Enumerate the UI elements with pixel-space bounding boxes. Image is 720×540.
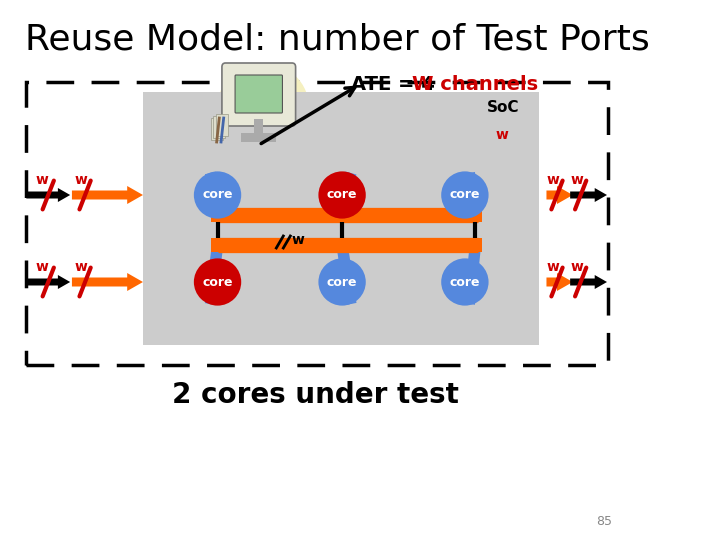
Text: W channels: W channels (413, 76, 539, 94)
Polygon shape (546, 186, 573, 204)
Text: core: core (327, 188, 357, 201)
Polygon shape (336, 172, 356, 217)
Polygon shape (570, 275, 607, 289)
Bar (336, 238, 348, 252)
Ellipse shape (217, 63, 309, 153)
Text: core: core (202, 188, 233, 201)
Bar (212, 208, 224, 222)
Bar (241, 133, 276, 142)
Polygon shape (205, 244, 223, 305)
Ellipse shape (194, 258, 241, 306)
Polygon shape (336, 244, 356, 305)
Polygon shape (27, 275, 70, 289)
Polygon shape (72, 186, 143, 204)
Polygon shape (72, 273, 143, 291)
Ellipse shape (441, 258, 489, 306)
Polygon shape (464, 172, 481, 216)
FancyBboxPatch shape (222, 63, 296, 126)
Text: w: w (495, 128, 508, 142)
Ellipse shape (194, 171, 241, 219)
Text: w: w (36, 260, 48, 274)
Ellipse shape (318, 171, 366, 219)
Bar (336, 208, 348, 222)
Text: SoC: SoC (487, 100, 519, 115)
Text: core: core (450, 275, 480, 288)
Bar (143, 92, 539, 345)
Text: 85: 85 (596, 515, 612, 528)
Polygon shape (27, 188, 70, 202)
Polygon shape (205, 172, 223, 216)
Bar (469, 238, 482, 252)
Text: w: w (546, 173, 559, 187)
Text: ATE = 4: ATE = 4 (351, 76, 435, 94)
Bar (210, 118, 222, 140)
Text: 2 cores under test: 2 cores under test (172, 381, 459, 409)
Bar (213, 116, 225, 138)
Text: core: core (450, 188, 480, 201)
Text: w: w (291, 233, 304, 247)
Text: Reuse Model: number of Test Ports: Reuse Model: number of Test Ports (24, 22, 649, 56)
Text: core: core (202, 275, 233, 288)
Polygon shape (464, 244, 481, 305)
Bar (216, 114, 228, 136)
Ellipse shape (318, 258, 366, 306)
Ellipse shape (441, 171, 489, 219)
FancyBboxPatch shape (235, 75, 282, 113)
Text: w: w (571, 173, 584, 187)
Bar (469, 208, 482, 222)
Text: w: w (571, 260, 584, 274)
Text: w: w (74, 173, 87, 187)
Bar (254, 119, 263, 135)
Text: w: w (546, 260, 559, 274)
Polygon shape (570, 188, 607, 202)
Text: core: core (327, 275, 357, 288)
Text: w: w (74, 260, 87, 274)
Bar (212, 238, 224, 252)
Text: w: w (36, 173, 48, 187)
Polygon shape (546, 273, 573, 291)
